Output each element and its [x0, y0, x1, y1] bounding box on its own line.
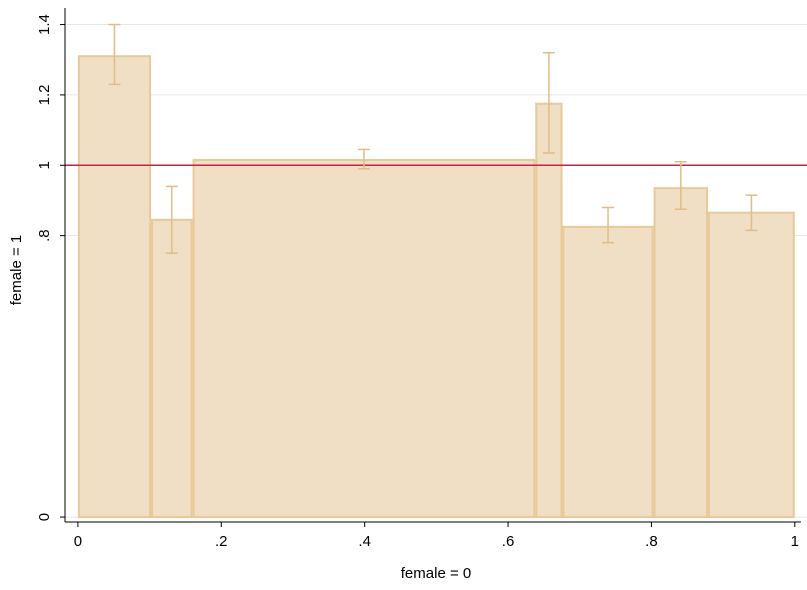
bar	[192, 158, 536, 519]
bar	[77, 55, 152, 519]
x-tick-label: 0	[74, 533, 82, 550]
x-tick-label: .2	[215, 533, 228, 550]
y-tick-label: 1	[36, 161, 53, 169]
x-tick-label: 1	[791, 533, 799, 550]
x-tick-label: .6	[502, 533, 515, 550]
x-axis-title: female = 0	[401, 565, 471, 582]
bar	[535, 102, 563, 519]
bar	[708, 211, 795, 519]
bar	[562, 225, 654, 519]
y-tick-label: .8	[36, 229, 53, 242]
x-tick-label: .8	[645, 533, 658, 550]
y-tick-label: 0	[36, 513, 53, 521]
y-tick-label: 1.4	[36, 14, 53, 35]
y-axis-title: female = 1	[8, 235, 25, 305]
y-tick-label: 1.2	[36, 84, 53, 105]
x-tick-label: .4	[358, 533, 371, 550]
bar	[151, 218, 193, 519]
bar	[653, 187, 709, 519]
